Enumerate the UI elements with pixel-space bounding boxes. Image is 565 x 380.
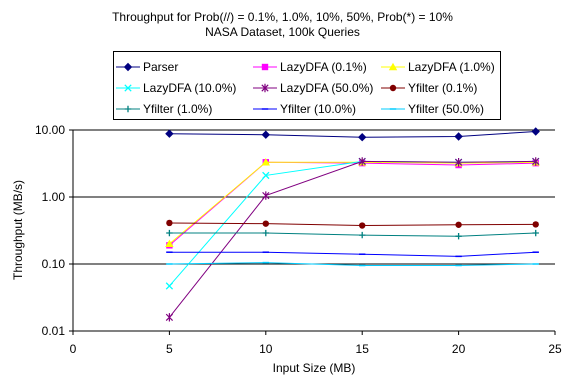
series-line [169,232,536,237]
legend-item: LazyDFA (50.0%) [253,77,381,98]
x-tick-label: 10 [259,342,273,356]
legend-label: LazyDFA (0.1%) [280,59,367,74]
y-tick-label: 0.01 [42,324,66,338]
legend-swatch [253,107,277,110]
x-tick-label: 0 [70,342,77,356]
chart-title-line-1: Throughput for Prob(//) = 0.1%, 1.0%, 10… [112,10,453,24]
series-7 [166,251,539,258]
data-point [165,239,174,248]
data-point [455,221,462,228]
legend-item: LazyDFA (10.0%) [116,77,253,98]
legend-label: Yfilter (50.0%) [408,101,485,116]
legend-label: LazyDFA (1.0%) [408,59,495,74]
legend-label: Yfilter (0.1%) [408,80,478,95]
series-line [169,161,536,245]
data-point [532,221,539,228]
data-point [261,130,270,139]
legend: Parser LazyDFA (0.1%) LazyDFA (1.0%) LazyDF… [113,51,501,120]
x-tick-label: 20 [452,342,466,356]
data-point [358,133,367,142]
legend-label: LazyDFA (10.0%) [143,80,237,95]
chart-title-line-2: NASA Dataset, 100k Queries [205,25,360,39]
legend-swatch [381,107,405,110]
data-point [532,157,540,166]
data-point [454,132,463,141]
legend-swatch [381,62,405,70]
legend-marker [388,62,398,70]
data-point [358,157,366,166]
data-point [454,158,463,167]
grid-layer [73,129,555,265]
series-6 [166,229,539,240]
legend-swatch [116,105,140,112]
data-point [455,232,462,240]
legend-swatch [253,83,277,92]
x-tick-label: 15 [356,342,370,356]
data-point [262,220,269,227]
data-point [531,127,540,136]
data-point [262,191,270,200]
legend-marker [124,83,132,92]
x-axis-label: Input Size (MB) [273,361,356,375]
legend-item: Parser [116,56,253,77]
series-0 [165,127,540,142]
legend-marker [261,63,269,70]
legend-marker [124,105,132,112]
legend-label: LazyDFA (50.0%) [280,80,374,95]
legend-swatch [116,62,140,71]
x-tick-label: 25 [548,342,562,356]
data-point [261,158,270,166]
legend-swatch [381,84,405,91]
y-tick-label: 1.00 [42,190,66,204]
series-5 [166,219,539,229]
y-axis-label: Throughput (MB/s) [11,180,25,280]
legend-item: Yfilter (10.0%) [253,98,381,119]
legend-item: Yfilter (1.0%) [116,98,253,119]
data-point [359,231,366,239]
series-2 [165,158,540,248]
data-point [262,229,269,237]
legend-marker [389,84,397,91]
legend-label: Yfilter (1.0%) [143,101,213,116]
data-point [166,229,173,237]
series-layer [165,127,540,322]
legend-item: LazyDFA (1.0%) [381,56,502,77]
y-tick-label: 0.10 [42,257,66,271]
axes-layer [69,129,556,335]
series-line [169,160,536,318]
legend-swatch [253,63,277,70]
legend-label: Parser [143,59,179,74]
series-line [169,251,536,257]
legend-marker [261,83,269,92]
data-point [165,129,174,138]
series-8 [166,261,539,267]
series-4 [165,157,540,322]
data-point [532,229,539,237]
chart-title: Throughput for Prob(//) = 0.1%, 1.0%, 10… [0,10,565,40]
legend-label: Yfilter (10.0%) [280,101,357,116]
legend-marker [123,62,133,71]
legend-item: LazyDFA (0.1%) [253,56,381,77]
series-line [169,222,536,227]
data-point [166,219,173,227]
series-line [169,130,536,138]
y-tick-label: 10.00 [35,123,65,137]
legend-item: Yfilter (0.1%) [381,77,502,98]
x-tick-label: 5 [166,342,173,356]
data-point [359,222,366,229]
data-point [165,313,174,322]
legend-item: Yfilter (50.0%) [381,98,502,119]
data-point [165,282,174,290]
tick-label-layer: 10.00 1.00 0.10 0.01 0 5 10 15 20 25 [35,123,562,356]
legend-swatch [116,83,140,92]
data-point [262,171,270,180]
